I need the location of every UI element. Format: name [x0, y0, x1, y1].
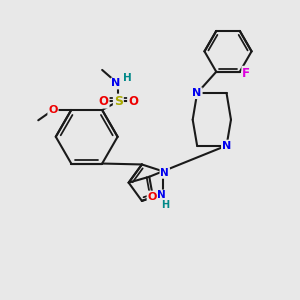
- Text: O: O: [128, 94, 138, 108]
- Text: N: N: [158, 190, 166, 200]
- Text: O: O: [48, 105, 58, 115]
- Text: S: S: [114, 94, 123, 108]
- Text: O: O: [148, 191, 157, 202]
- Text: N: N: [222, 141, 231, 151]
- Text: N: N: [160, 168, 169, 178]
- Text: F: F: [242, 67, 250, 80]
- Text: N: N: [193, 88, 202, 98]
- Text: N: N: [111, 79, 121, 88]
- Text: H: H: [161, 200, 169, 210]
- Text: H: H: [123, 73, 132, 82]
- Text: O: O: [99, 94, 109, 108]
